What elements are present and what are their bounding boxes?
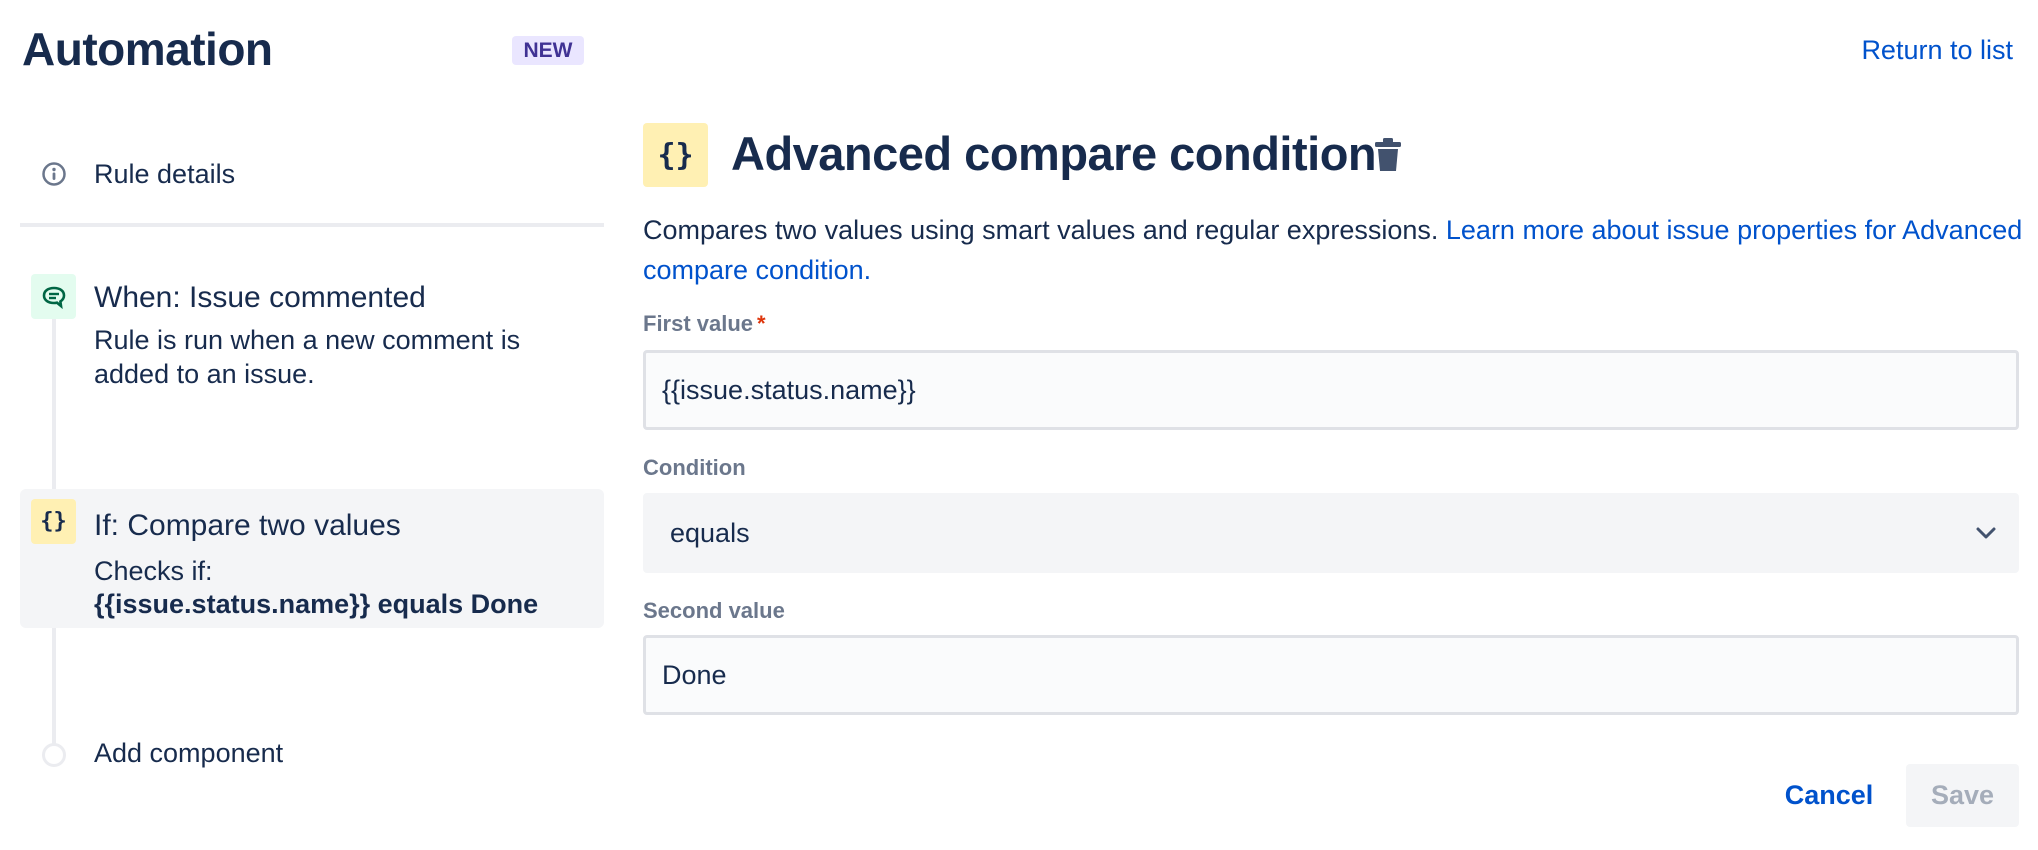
first-value-label: First value * bbox=[643, 311, 766, 337]
empty-circle-icon bbox=[42, 743, 66, 767]
second-value-text: Done bbox=[662, 659, 727, 690]
trash-icon[interactable] bbox=[1372, 137, 1404, 173]
first-value-input[interactable]: {{issue.status.name}} bbox=[643, 350, 2019, 430]
save-button[interactable]: Save bbox=[1906, 764, 2019, 827]
rule-details-label: Rule details bbox=[94, 159, 236, 189]
new-badge: NEW bbox=[512, 36, 584, 65]
braces-icon: {} bbox=[40, 509, 67, 534]
trigger-title: When: Issue commented bbox=[94, 281, 426, 314]
trigger-desc-2: added to an issue. bbox=[94, 359, 315, 389]
required-indicator: * bbox=[757, 311, 766, 336]
condition-title: If: Compare two values bbox=[94, 509, 401, 542]
add-component-label: Add component bbox=[94, 738, 284, 768]
sidebar-item-trigger[interactable]: When: Issue commented Rule is run when a… bbox=[20, 270, 604, 400]
second-value-input[interactable]: Done bbox=[643, 635, 2019, 715]
cancel-button[interactable]: Cancel bbox=[1784, 780, 1874, 810]
condition-value: equals bbox=[670, 517, 750, 548]
info-icon bbox=[42, 162, 66, 186]
comment-icon-box bbox=[31, 274, 76, 319]
second-value-label: Second value bbox=[643, 598, 785, 623]
sidebar-divider bbox=[20, 223, 604, 227]
learn-more-link[interactable]: Learn more about issue properties for Ad… bbox=[643, 215, 2023, 285]
first-value-label-text: First value bbox=[643, 311, 754, 336]
condition-desc-1: Checks if: bbox=[94, 556, 213, 586]
description-text: Compares two values using smart values a… bbox=[643, 215, 1446, 245]
page-title: Automation bbox=[22, 23, 273, 75]
condition-select[interactable]: equals bbox=[643, 493, 2019, 573]
sidebar-item-selected-bg bbox=[20, 489, 604, 628]
chevron-down-icon bbox=[1976, 527, 1996, 539]
sidebar-item-condition[interactable]: {} If: Compare two values Checks if: {{i… bbox=[20, 489, 604, 628]
first-value-text: {{issue.status.name}} bbox=[662, 374, 916, 405]
condition-label: Condition bbox=[643, 455, 746, 480]
sidebar-item-rule-details[interactable]: Rule details bbox=[20, 150, 604, 200]
braces-icon-box: {} bbox=[31, 499, 76, 544]
panel-description: Compares two values using smart values a… bbox=[643, 210, 2023, 290]
braces-icon: {} bbox=[657, 137, 694, 173]
condition-desc-2: {{issue.status.name}} equals Done bbox=[94, 589, 539, 619]
panel-braces-icon-box: {} bbox=[643, 123, 708, 187]
return-to-list-link[interactable]: Return to list bbox=[1861, 35, 2013, 65]
comment-icon bbox=[42, 286, 65, 309]
panel-title: Advanced compare condition bbox=[731, 127, 1377, 180]
add-component-button[interactable]: Add component bbox=[20, 730, 604, 778]
trigger-desc-1: Rule is run when a new comment is bbox=[94, 325, 521, 355]
